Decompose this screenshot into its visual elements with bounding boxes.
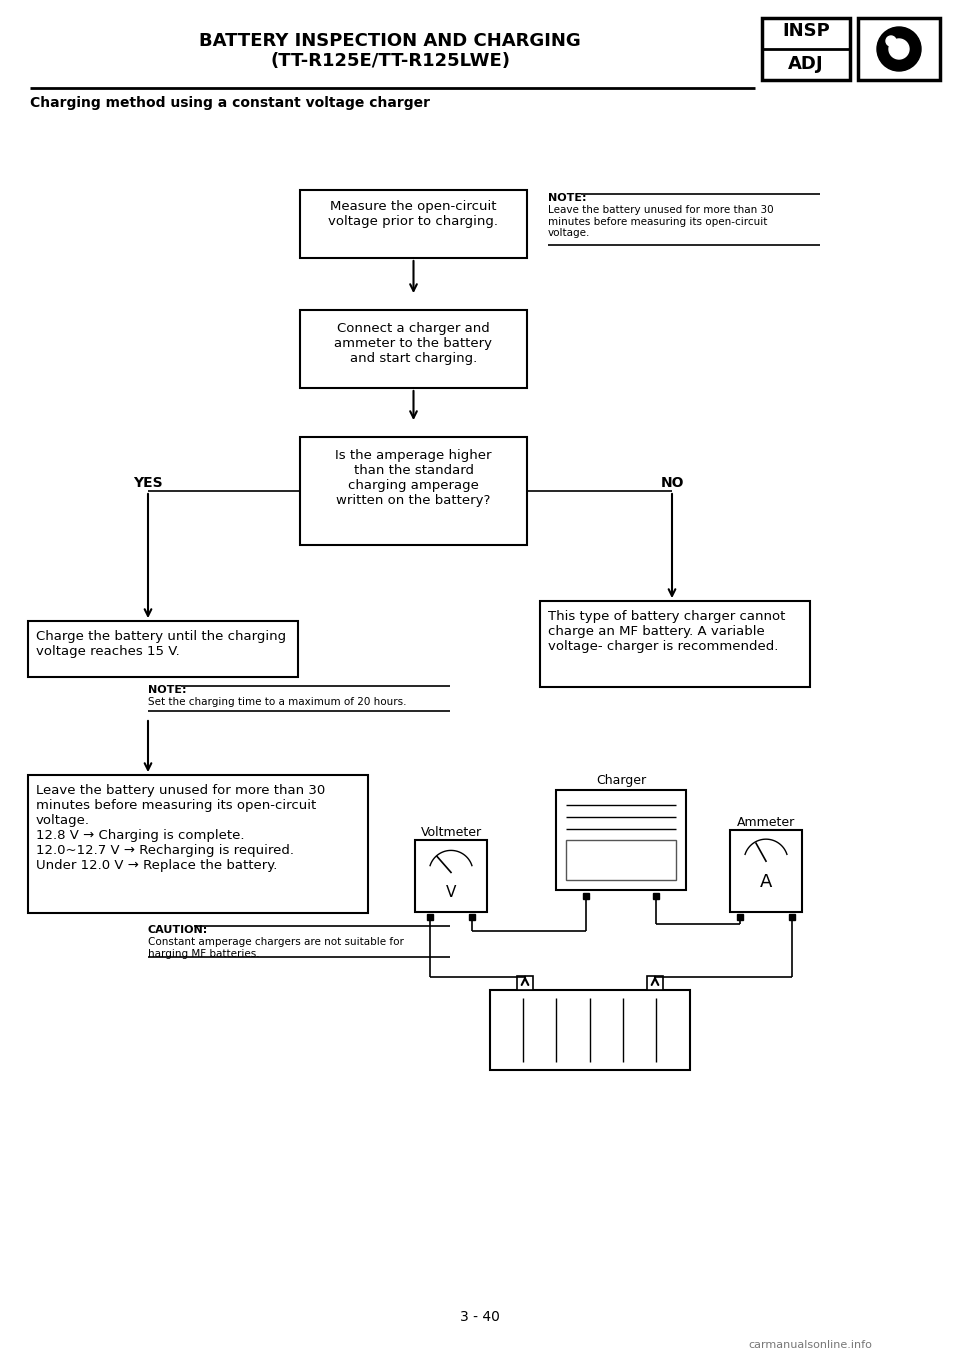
Bar	[556, 790, 686, 889]
Text: Voltmeter: Voltmeter	[420, 826, 482, 839]
Text: NOTE:: NOTE:	[548, 193, 587, 202]
Bar	[730, 830, 802, 913]
Text: Charge the battery until the charging
voltage reaches 15 V.: Charge the battery until the charging vo…	[36, 630, 286, 659]
Circle shape	[877, 27, 921, 71]
Bar	[415, 841, 487, 913]
Text: Measure the open-circuit
voltage prior to charging.: Measure the open-circuit voltage prior t…	[328, 200, 498, 228]
Circle shape	[886, 37, 896, 46]
Text: Leave the battery unused for more than 30
minutes before measuring its open-circ: Leave the battery unused for more than 3…	[548, 205, 774, 238]
Text: carmanualsonline.info: carmanualsonline.info	[748, 1340, 872, 1350]
Text: BATTERY INSPECTION AND CHARGING: BATTERY INSPECTION AND CHARGING	[199, 33, 581, 50]
Text: YES: YES	[133, 477, 163, 490]
Text: Ammeter: Ammeter	[737, 816, 795, 828]
Bar	[28, 621, 298, 678]
Text: Charger: Charger	[596, 774, 646, 788]
Text: CAUTION:: CAUTION:	[148, 925, 208, 936]
Bar	[490, 990, 690, 1070]
Text: INSP: INSP	[782, 22, 829, 39]
Text: (TT-R125E/TT-R125LWE): (TT-R125E/TT-R125LWE)	[270, 52, 510, 71]
Text: This type of battery charger cannot
charge an MF battery. A variable
voltage- ch: This type of battery charger cannot char…	[548, 610, 785, 653]
Bar	[300, 310, 527, 388]
Text: Charging method using a constant voltage charger: Charging method using a constant voltage…	[30, 96, 430, 110]
Bar	[858, 18, 940, 80]
Text: Connect a charger and
ammeter to the battery
and start charging.: Connect a charger and ammeter to the bat…	[334, 322, 492, 365]
Text: Is the amperage higher
than the standard
charging amperage
written on the batter: Is the amperage higher than the standard…	[335, 449, 492, 507]
Circle shape	[889, 39, 909, 58]
Text: Constant amperage chargers are not suitable for
harging MF batteries.: Constant amperage chargers are not suita…	[148, 937, 404, 959]
Bar	[300, 437, 527, 545]
Text: V: V	[445, 884, 456, 899]
Bar	[540, 602, 810, 687]
Text: A: A	[759, 873, 772, 891]
Bar	[300, 190, 527, 258]
Text: Set the charging time to a maximum of 20 hours.: Set the charging time to a maximum of 20…	[148, 697, 406, 708]
Text: Leave the battery unused for more than 30
minutes before measuring its open-circ: Leave the battery unused for more than 3…	[36, 784, 325, 872]
Bar	[517, 976, 533, 990]
Bar	[566, 841, 676, 880]
Bar	[28, 775, 368, 913]
Bar	[647, 976, 663, 990]
Text: NOTE:: NOTE:	[148, 684, 186, 695]
Text: 3 - 40: 3 - 40	[460, 1310, 500, 1324]
Bar	[762, 18, 850, 80]
Text: NO: NO	[660, 477, 684, 490]
Text: ADJ: ADJ	[788, 56, 824, 73]
